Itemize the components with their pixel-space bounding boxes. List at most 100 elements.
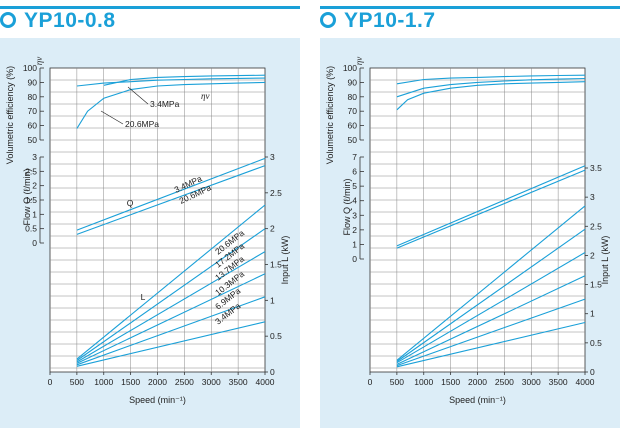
efficiency-tick-label: 100 [343,63,357,73]
flow-tick-label: 2 [32,181,37,191]
power-series-line [396,228,586,362]
efficiency-tick-label: 50 [28,135,38,145]
x-tick-label: 0 [368,377,373,387]
chart-title: YP10-0.8 [24,9,116,32]
efficiency-tick-label: 90 [28,77,38,87]
chart-panel-yp10-17: YP10-1.7 0 500 1000 1500 2000 2500 3000 3500 400… [320,0,620,428]
power-tick-label: 1.5 [590,280,602,290]
power-axis-title: Input L (kW) [280,236,290,285]
x-axis-title: Speed (min⁻¹) [449,395,506,405]
power-series-line [396,252,586,364]
efficiency-symbol-axis: ηv [34,57,44,65]
power-tick-label: 3 [270,152,275,162]
power-series-line [76,251,266,363]
flow-tick-label: 3 [352,210,357,220]
x-tick-label: 3500 [229,377,248,387]
efficiency-tick-label: 70 [28,106,38,116]
circle-bullet-icon [0,12,16,28]
efficiency-axis-title: Volumetric efficiency (%) [5,66,15,164]
efficiency-symbol-axis: ηv [354,57,364,65]
flow-axis-title: Flow Q (ℓ/min) [342,179,352,236]
x-tick-label: 3000 [522,377,541,387]
power-tick-label: 1.5 [270,260,282,270]
x-tick-label: 2000 [468,377,487,387]
power-tick-label: 0.5 [590,338,602,348]
efficiency-tick-label: 50 [348,135,358,145]
power-tick-label: 2.5 [590,221,602,231]
efficiency-series-line [76,81,266,129]
power-tick-label: 1 [590,309,595,319]
efficiency-series-line [76,77,266,87]
power-series-line [396,205,586,361]
x-tick-label: 1500 [441,377,460,387]
power-tick-label: 1 [270,295,275,305]
efficiency-curve-symbol: ηv [201,91,209,101]
power-series-line [396,275,586,365]
x-tick-label: 500 [390,377,404,387]
title-bar: YP10-0.8 [0,9,300,37]
efficiency-series-label: 20.6MPa [125,119,159,129]
chart-title: YP10-1.7 [344,9,436,32]
flow-tick-label: 4 [352,196,357,206]
power-tick-label: 0 [590,367,595,377]
power-axis-title: Input L (kW) [600,236,610,285]
flow-tick-label: 0 [32,238,37,248]
efficiency-tick-label: 60 [28,121,38,131]
x-tick-label: 1500 [121,377,140,387]
power-series-line [76,273,266,364]
efficiency-axis-title: Volumetric efficiency (%) [325,66,335,164]
x-tick-label: 2500 [175,377,194,387]
power-tick-label: 2 [590,250,595,260]
power-series-line [76,228,266,361]
flow-series-line [76,165,266,235]
x-tick-label: 2000 [148,377,167,387]
power-tick-label: 0.5 [270,331,282,341]
x-tick-label: 4000 [576,377,595,387]
flow-tick-label: 1.5 [25,195,37,205]
flow-tick-label: 3 [32,152,37,162]
flow-tick-label: 2.5 [25,166,37,176]
efficiency-series-line [396,81,586,111]
power-series-line [76,204,266,360]
efficiency-series-line [396,74,586,85]
power-tick-label: 3.5 [590,163,602,173]
efficiency-tick-label: 90 [348,77,358,87]
x-axis-title: Speed (min⁻¹) [129,395,186,405]
flow-tick-label: 2 [352,225,357,235]
x-tick-label: 2500 [495,377,514,387]
title-rule [0,6,300,9]
flow-tick-label: 5 [352,181,357,191]
flow-tick-label: 7 [352,152,357,162]
power-tick-label: 2.5 [270,188,282,198]
title-bar: YP10-1.7 [320,9,620,37]
flow-tick-label: 6 [352,167,357,177]
efficiency-series-line [396,77,586,98]
title-rule [320,6,620,9]
x-tick-label: 4000 [256,377,275,387]
power-tick-label: 3 [590,192,595,202]
efficiency-tick-label: 80 [348,92,358,102]
circle-bullet-icon [320,12,336,28]
x-tick-label: 0 [48,377,53,387]
efficiency-series-label: 3.4MPa [150,99,180,109]
flow-series-line [76,157,266,231]
x-tick-label: 3000 [202,377,221,387]
flow-tick-label: 1 [352,239,357,249]
power-tick-label: 0 [270,367,275,377]
efficiency-leader-line [127,86,149,105]
flow-axis-title: Flow Q (ℓ/min) [22,169,32,226]
efficiency-series-line [103,74,266,86]
chart-panel-yp10-08: YP10-0.8 0 500 1000 1500 2000 2500 3000 3500 400… [0,0,300,428]
efficiency-tick-label: 70 [348,106,358,116]
efficiency-leader-line [100,110,124,125]
flow-curve-symbol: Q [127,198,134,208]
x-tick-label: 500 [70,377,84,387]
performance-chart: 0 500 1000 1500 2000 2500 3000 3500 400050607080… [325,57,610,405]
flow-tick-label: 0.5 [25,224,37,234]
performance-chart: 0 500 1000 1500 2000 2500 3000 3500 400050607080… [5,57,290,405]
power-curve-symbol: L [141,292,146,302]
x-tick-label: 3500 [549,377,568,387]
efficiency-tick-label: 60 [348,121,358,131]
flow-series-line [396,165,586,247]
x-tick-label: 1000 [414,377,433,387]
